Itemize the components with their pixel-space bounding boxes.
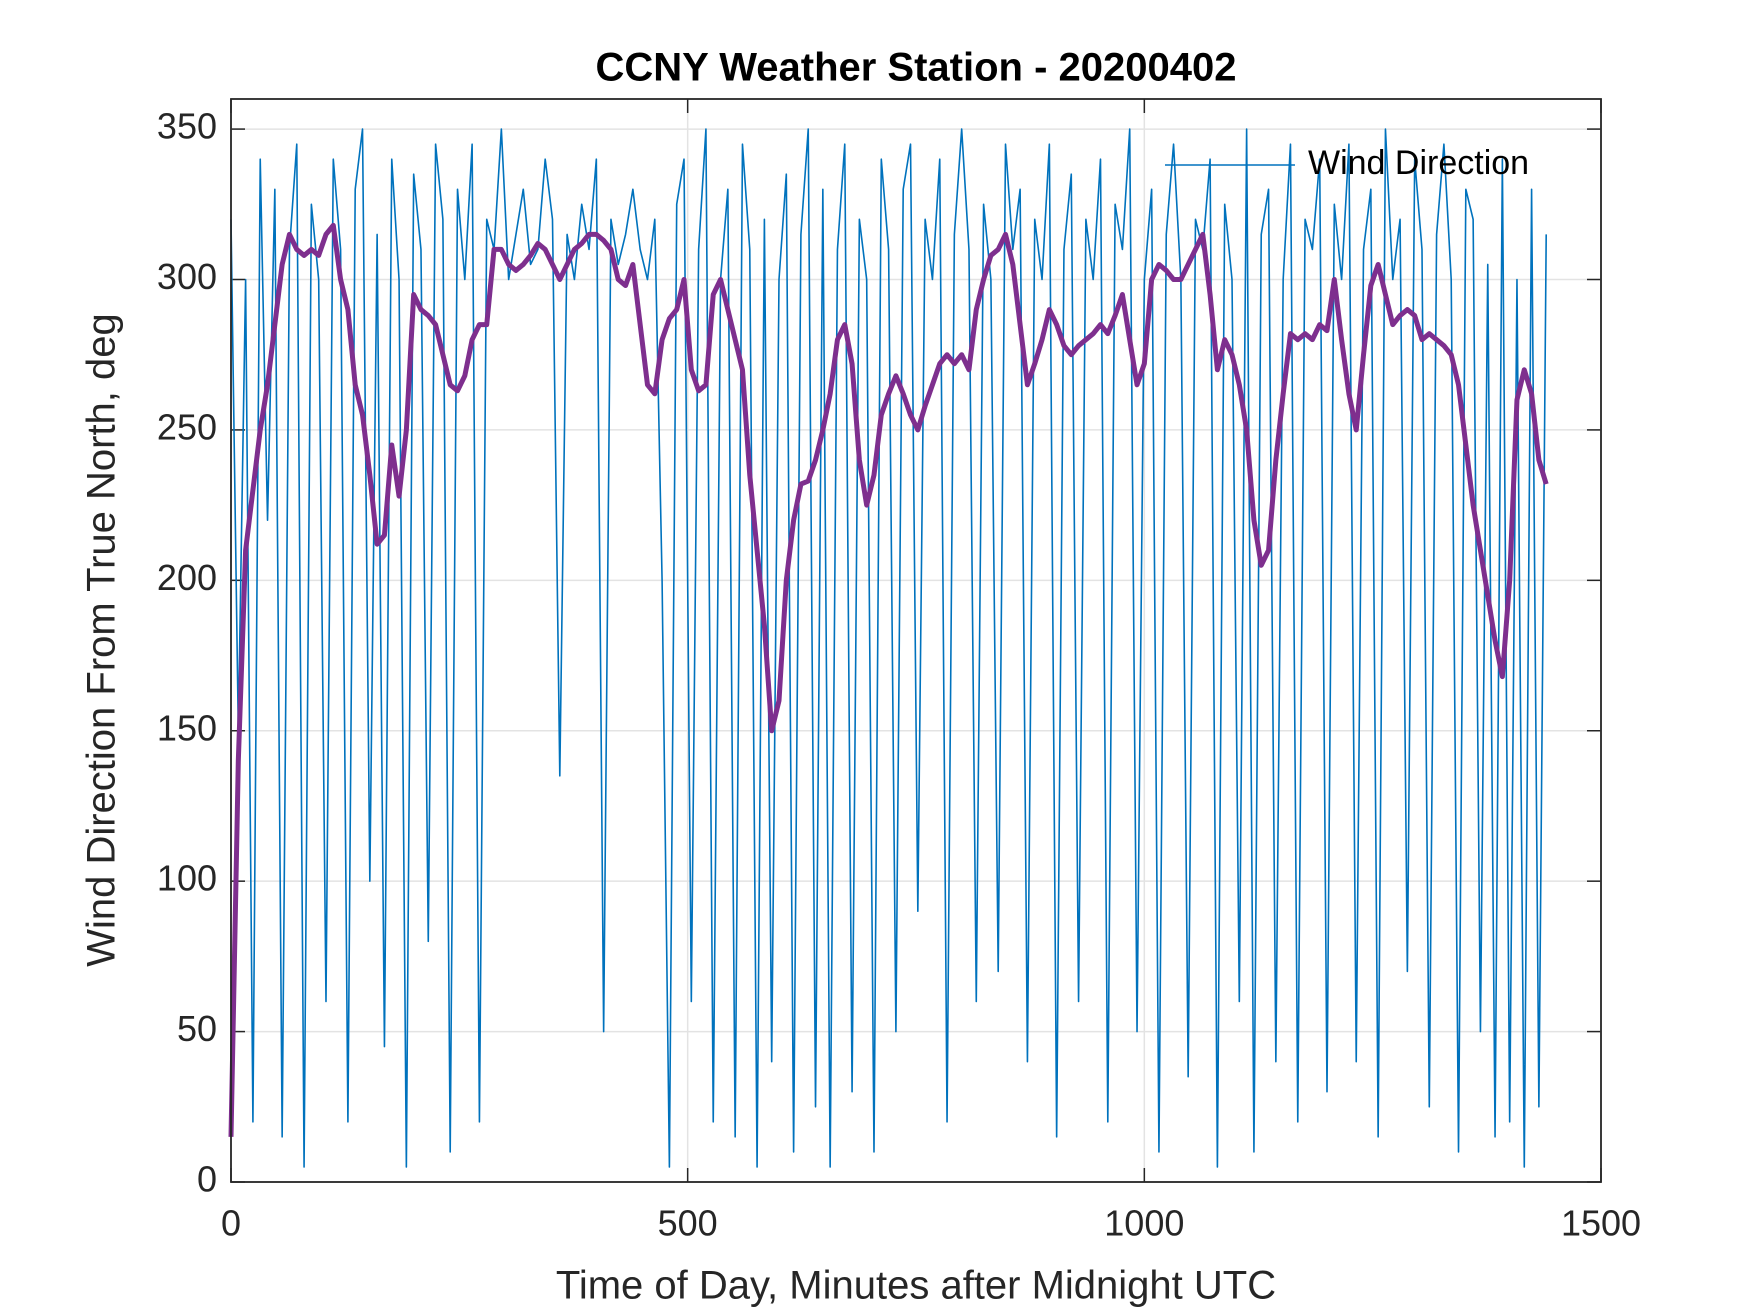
axes-box bbox=[230, 98, 1602, 1183]
legend-label: Wind Direction bbox=[1308, 144, 1529, 182]
y-tick-label: 0 bbox=[197, 1159, 217, 1200]
y-tick-label: 350 bbox=[157, 106, 217, 147]
y-tick-label: 50 bbox=[177, 1008, 217, 1049]
y-tick-label: 200 bbox=[157, 557, 217, 598]
y-axis-label: Wind Direction From True North, deg bbox=[80, 313, 124, 967]
y-tick-label: 100 bbox=[157, 858, 217, 899]
x-tick-label: 500 bbox=[658, 1203, 718, 1244]
x-axis-label: Time of Day, Minutes after Midnight UTC bbox=[556, 1264, 1276, 1308]
y-tick-label: 300 bbox=[157, 256, 217, 297]
data-line bbox=[230, 128, 1547, 1168]
data-line bbox=[228, 222, 1549, 1137]
x-tick-label: 1000 bbox=[1104, 1203, 1184, 1244]
x-tick-label: 0 bbox=[221, 1203, 241, 1244]
y-tick-label: 150 bbox=[157, 707, 217, 748]
x-tick-label: 1500 bbox=[1561, 1203, 1641, 1244]
chart-title: CCNY Weather Station - 20200402 bbox=[596, 46, 1237, 90]
y-tick-label: 250 bbox=[157, 406, 217, 447]
